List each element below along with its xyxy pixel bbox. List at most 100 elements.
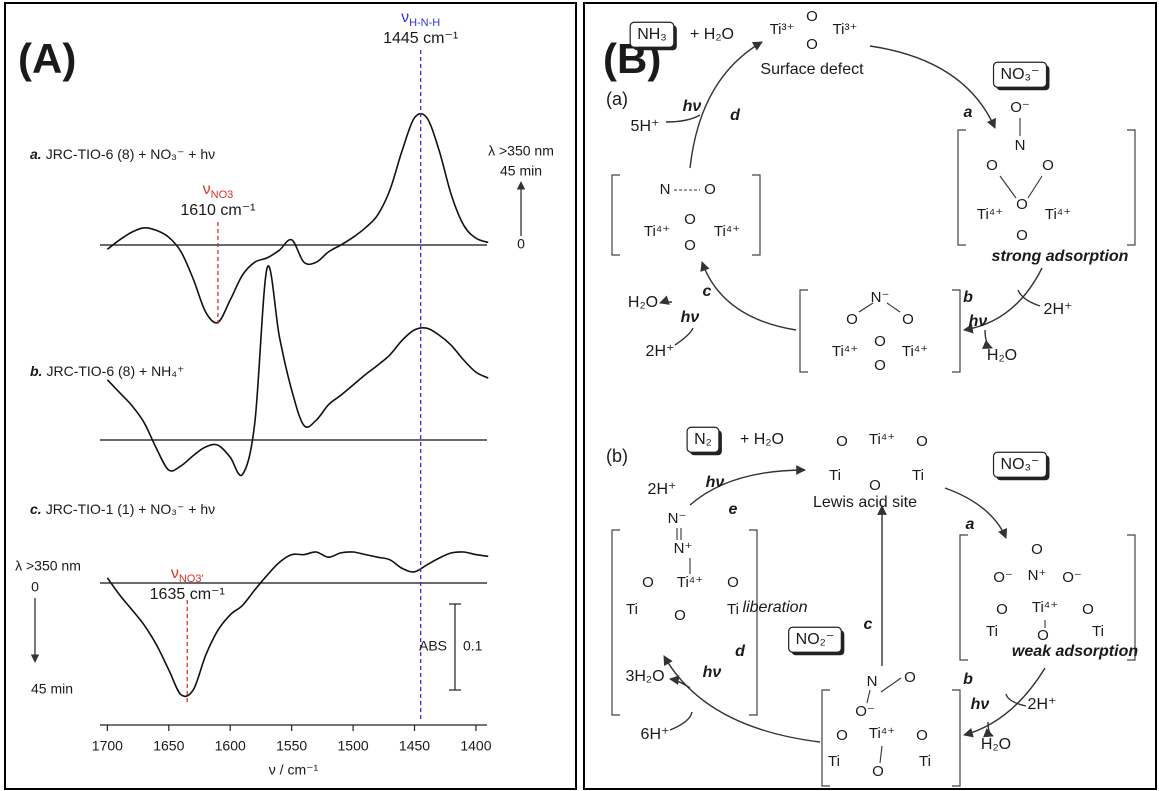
atom-label: Ti³⁺ — [770, 21, 795, 38]
x-tick-label: 1650 — [153, 738, 184, 754]
species-box-label: NH₃ — [637, 26, 667, 43]
species-box-label: N₂ — [694, 431, 712, 448]
band-symbol-main: ν — [203, 181, 211, 198]
bond — [858, 302, 874, 313]
atom-label: O — [836, 727, 848, 744]
scheme-label: Lewis acid site — [813, 494, 917, 511]
atom-label: O — [704, 181, 716, 198]
atom-label: O — [684, 237, 696, 254]
band-label: 1610 cm⁻¹ — [180, 202, 255, 219]
bond — [999, 175, 1017, 199]
scheme-label: Surface defect — [760, 61, 864, 78]
atom-label: Ti⁴⁺ — [832, 343, 858, 360]
scheme-label: 2H⁺ — [1028, 696, 1057, 713]
arrow — [669, 711, 693, 731]
band-symbol-sub: H-N-H — [409, 17, 440, 29]
scheme-label: H₂O — [628, 294, 658, 311]
species-box-label: NO₃⁻ — [1001, 66, 1040, 83]
band-symbol: νH-N-H — [401, 9, 440, 29]
atom-label: Ti — [828, 753, 840, 770]
atom-label: Ti⁴⁺ — [1045, 206, 1071, 223]
x-tick-label: 1550 — [276, 738, 307, 754]
brackets — [611, 129, 1136, 787]
atom-label: N⁺ — [1028, 567, 1047, 584]
atom-label: O — [902, 311, 914, 328]
trace-label: c. JRC-TIO-1 (1) + NO₃⁻ + hν — [30, 501, 215, 517]
scheme-arrows — [659, 41, 1046, 743]
atom-label: Ti⁴⁺ — [677, 574, 703, 591]
atom-label: O — [806, 36, 818, 53]
time-lambda: λ >350 nm — [15, 558, 81, 574]
scheme-label: c — [703, 283, 712, 300]
atom-label: O — [1082, 601, 1094, 618]
spectrum-line — [106, 112, 489, 324]
atom-label: O — [727, 574, 739, 591]
time-start: 0 — [31, 579, 39, 595]
atom-label: Ti⁴⁺ — [902, 343, 928, 360]
atom-label: O — [836, 433, 848, 450]
atom-label: Ti⁴⁺ — [644, 223, 670, 240]
atom-label: O⁻ — [1062, 569, 1082, 586]
atom-label: O⁻ — [1010, 99, 1030, 116]
band-symbol: νNO3 — [203, 181, 234, 201]
scheme-label: hν — [969, 313, 988, 330]
x-tick-label: 1500 — [338, 738, 369, 754]
atom-label: Ti⁴⁺ — [1032, 599, 1058, 616]
atom-label: O — [904, 669, 916, 686]
species-box — [788, 626, 842, 653]
atom-label: N — [1015, 137, 1026, 154]
scheme-label: a — [964, 104, 973, 121]
trace-letter: b. — [30, 363, 42, 379]
band-symbol-sub: NO3 — [211, 189, 234, 201]
arrow — [963, 667, 1046, 738]
atom-label: O — [872, 763, 884, 780]
species-box — [992, 451, 1048, 478]
atom-label: Ti — [727, 601, 739, 618]
atom-label: O — [916, 727, 928, 744]
scheme-label: hν — [683, 98, 702, 115]
scheme-label: 2H⁺ — [646, 343, 675, 360]
atom-label: Ti — [986, 623, 998, 640]
arrow — [674, 327, 694, 346]
bracket — [957, 129, 1136, 246]
bond — [1027, 175, 1043, 199]
scheme-label: hν — [706, 474, 725, 491]
scheme-label: + H₂O — [690, 26, 734, 43]
atom-label: O — [1016, 227, 1028, 244]
time-end: 45 min — [31, 681, 73, 697]
atom-label: N — [660, 181, 671, 198]
arrow — [669, 675, 691, 689]
atom-label: Ti⁴⁺ — [977, 206, 1003, 223]
scheme-label: 5H⁺ — [631, 118, 660, 135]
arrow — [981, 329, 993, 350]
species-box — [992, 61, 1048, 88]
bond — [866, 689, 871, 704]
x-tick-label: 1400 — [460, 738, 491, 754]
time-end: 45 min — [500, 163, 542, 179]
atom-label: O — [869, 477, 881, 494]
atom-label: O — [874, 357, 886, 374]
atom-label: O — [874, 333, 886, 350]
x-tick-label: 1700 — [92, 738, 123, 754]
atom-label: N — [867, 673, 878, 690]
bracket — [799, 289, 961, 373]
trace-name: JRC-TIO-1 (1) + NO₃⁻ + hν — [46, 501, 215, 517]
atom-label: O — [674, 607, 686, 624]
atom-label: O — [1042, 157, 1054, 174]
trace-letter: c. — [30, 501, 42, 517]
scheme-label: hν — [681, 309, 700, 326]
species-box-label: NO₃⁻ — [1001, 456, 1040, 473]
scheme-label: H₂O — [987, 347, 1017, 364]
scheme-label: 3H₂O — [625, 668, 664, 685]
panel-label: (A) — [18, 35, 76, 82]
atom-label: N⁻ — [668, 510, 687, 527]
scheme-label: liberation — [743, 599, 808, 616]
arrow — [689, 465, 806, 506]
band-label: 1635 cm⁻¹ — [150, 586, 225, 603]
atom-label: Ti — [626, 601, 638, 618]
scheme-label: b — [963, 671, 973, 688]
scheme-label: H₂O — [981, 736, 1011, 753]
atom-label: O — [642, 574, 654, 591]
arrow — [700, 261, 797, 331]
scale-label: ABS — [419, 638, 447, 654]
